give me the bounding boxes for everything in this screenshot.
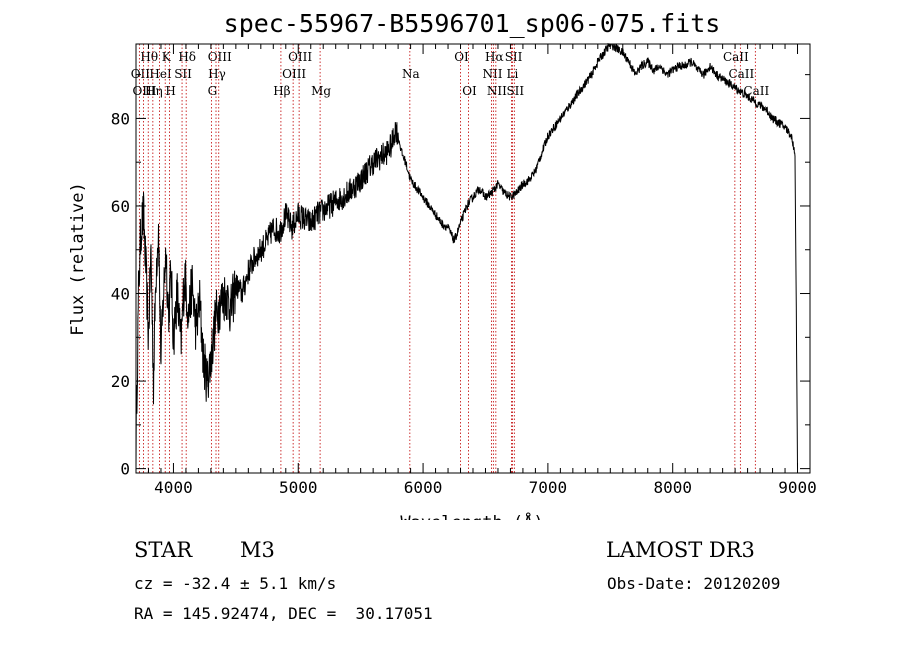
marker-label-16: Na — [402, 67, 420, 81]
marker-label-12: Hβ — [273, 84, 290, 98]
marker-label-8: Hδ — [178, 50, 196, 64]
marker-label-1: OII — [131, 67, 151, 81]
marker-label-2: OIII — [132, 84, 156, 98]
marker-label-10: Hγ — [208, 67, 226, 81]
marker-label-9: OIII — [208, 50, 232, 64]
y-tick-label-3: 60 — [111, 197, 130, 216]
spectrum-chart: spec-55967-B5596701_sp06-075.fits Hθ OII O… — [68, 9, 817, 520]
marker-label-13: OIII — [288, 50, 312, 64]
marker-label-21: NII — [487, 84, 507, 98]
marker-label-22: SII — [505, 50, 523, 64]
marker-label-0: Hθ — [140, 50, 158, 64]
survey-name: LAMOST DR3 — [606, 538, 755, 562]
plot-frame — [135, 43, 811, 474]
marker-label-4: HeI — [149, 67, 172, 81]
series-line-0 — [135, 42, 798, 469]
redshift-cz: cz = -32.4 ± 5.1 km/s — [134, 574, 337, 593]
x-tick-label-5: 9000 — [778, 478, 817, 497]
spectrum-series — [135, 42, 798, 469]
marker-label-27: CaII — [743, 84, 769, 98]
y-axis-label: Flux (relative) — [68, 182, 88, 336]
y-tick-label-4: 80 — [111, 109, 130, 128]
marker-label-20: NII — [482, 67, 502, 81]
x-tick-label-0: 4000 — [154, 478, 193, 497]
marker-label-7: H — [165, 84, 175, 98]
marker-label-6: SII — [174, 67, 192, 81]
marker-label-5: Hη — [145, 84, 163, 98]
coordinates: RA = 145.92474, DEC = 30.17051 — [134, 604, 433, 623]
object-type: STAR — [134, 538, 193, 562]
line-markers: Hθ OII OIII K HeI Hη SII H Hδ OIII Hγ G Hβ OIII OIII Mg… — [131, 44, 769, 473]
y-tick-label-2: 40 — [111, 285, 130, 304]
object-subclass: M3 — [240, 538, 275, 562]
marker-label-26: CaII — [728, 67, 754, 81]
x-tick-label-1: 5000 — [279, 478, 318, 497]
marker-label-19: Hα — [485, 50, 504, 64]
x-axis-label: Wavelength (Å) — [400, 511, 543, 520]
y-tick-label-0: 0 — [120, 460, 130, 479]
x-tick-label-3: 7000 — [529, 478, 568, 497]
marker-label-14: OIII — [282, 67, 306, 81]
marker-label-3: K — [162, 50, 172, 64]
marker-label-15: Mg — [311, 84, 331, 98]
marker-label-23: Li — [507, 67, 519, 81]
marker-label-24: SII — [506, 84, 524, 98]
x-tick-label-4: 8000 — [653, 478, 692, 497]
x-tick-label-2: 6000 — [404, 478, 443, 497]
observation-date: Obs-Date: 20120209 — [607, 574, 781, 593]
axis-ticks: 4000 5000 6000 7000 8000 9000 0 20 40 60 80 — [111, 44, 817, 497]
marker-label-25: CaII — [723, 50, 749, 64]
chart-title: spec-55967-B5596701_sp06-075.fits — [224, 9, 721, 38]
marker-label-18: OI — [462, 84, 477, 98]
marker-label-17: OI — [454, 50, 469, 64]
y-tick-label-1: 20 — [111, 372, 130, 391]
marker-label-11: G — [208, 84, 218, 98]
